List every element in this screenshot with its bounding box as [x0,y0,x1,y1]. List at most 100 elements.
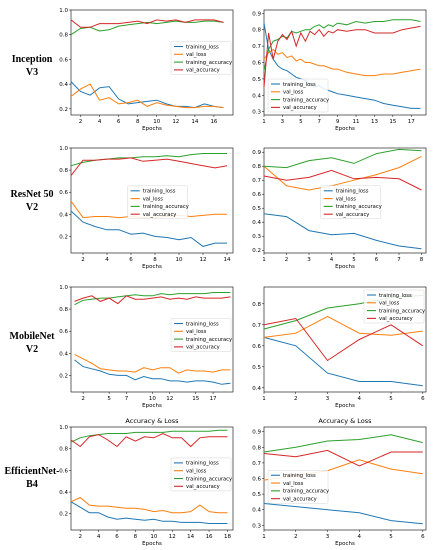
row-label-line-1: EfficientNet- [4,466,60,477]
y-tick-label: 0.6 [252,192,261,198]
legend-label: training_loss [336,189,369,195]
chart-panel-7: Accuracy & Loss 2 4 6 8 10 12 14 16 18 0.2 0.4 0.6 0.… [59,417,234,547]
series-line-val-accuracy [263,317,424,362]
series-line-training-loss [74,359,231,385]
legend: training_lossval_losstraining_accuracyva… [363,289,425,324]
y-tick-label: 0.7 [252,323,261,329]
legend-label: training_accuracy [186,60,232,66]
series-line-val-loss [74,353,231,374]
chart-panel-4: 1 2 3 4 5 6 7 8 0.2 0.3 0.4 0.5 0.6 0.7 0.8 0.9 Epochs tr… [252,147,427,270]
y-tick-label: 0.2 [59,512,68,518]
x-tick-label: 4 [97,534,101,540]
series-line-val-loss [70,496,228,514]
chart-panel-3: 2 4 6 8 10 12 14 0.2 0.4 0.6 0.8 1.0 Epochs training_… [59,146,234,270]
x-tick-label: 3 [326,534,330,540]
y-tick-label: 0.4 [252,386,261,392]
series-line-training-accuracy [74,292,231,306]
series-line-training-loss [263,213,422,250]
x-tick-label: 4 [105,257,109,263]
x-tick-label: 16 [210,119,217,125]
legend-label: training_loss [283,473,316,479]
row-label-line-2: V3 [25,67,39,78]
y-tick-label: 0.7 [252,178,261,184]
x-tick-label: 1 [262,534,266,540]
x-axis-label: Epochs [335,264,355,270]
chart-title: Accuracy & Loss [318,417,372,425]
x-tick-label: 10 [150,534,157,540]
series-line-val-loss [263,315,423,338]
x-tick-label: 15 [389,119,396,125]
y-tick-label: 0.5 [252,206,261,212]
x-tick-label: 15 [192,396,199,402]
x-tick-label: 2 [81,396,85,402]
y-tick-label: 0.4 [252,220,261,226]
legend-label: val_accuracy [336,212,370,218]
legend-box [267,78,329,113]
y-tick-label: 0.6 [59,468,68,474]
y-tick-label: 0.3 [252,234,261,240]
legend-box [320,185,381,220]
legend-label: training_accuracy [186,476,232,482]
y-tick-label: 0.4 [59,490,68,496]
row-label-efficientnet: EfficientNet- B4 [2,465,62,491]
legend-label: val_loss [283,90,304,96]
legend-label: training_accuracy [143,204,189,210]
series-line-val-loss [263,48,421,77]
legend-label: val_accuracy [283,496,317,502]
y-tick-label: 0.5 [252,365,261,371]
series-line-training-accuracy [263,19,421,71]
x-tick-label: 10 [153,119,160,125]
series-line-val-accuracy [74,295,231,305]
y-tick-label: 0.6 [59,329,68,335]
y-tick-label: 0.4 [252,93,261,99]
chart-panel-6: 1 2 3 4 5 6 0.4 0.5 0.6 0.7 0.8 Epochs training_loss… [252,286,427,409]
x-tick-label: 6 [129,257,133,263]
legend-label: val_accuracy [186,484,220,490]
chart-panel-2: 1 3 5 7 9 11 13 15 170.30.40.50.60.70.80.9Epochs… [252,9,427,132]
y-tick-label: 0.9 [252,430,261,436]
x-tick-label: 18 [224,534,231,540]
series-line-val-accuracy [263,25,421,88]
y-tick-label: 0.5 [252,492,261,498]
x-tick-label: 2 [79,119,83,125]
series-line-training-accuracy [263,148,422,169]
y-tick-label: 0.8 [252,445,261,451]
x-axis-label: Epochs [335,126,355,132]
legend-label: val_loss [143,196,164,202]
y-tick-label: 0.3 [252,110,261,116]
y-tick-label: 0.8 [252,164,261,170]
legend-label: training_accuracy [186,337,232,343]
y-tick-label: 0.8 [59,33,68,39]
legend-label: val_accuracy [186,345,220,351]
x-tick-label: 17 [408,119,415,125]
legend: training_lossval_losstraining_accuracyva… [267,470,329,504]
x-tick-label: 12 [200,257,207,263]
chart-panel-8: Accuracy & Loss 1 2 3 4 5 6 0.3 0.4 0.5 0.6 0.7 0.8 0… [252,417,427,547]
y-tick-label: 0.9 [252,11,261,17]
y-tick-label: 0.8 [59,307,68,313]
x-tick-label: 17 [210,396,217,402]
x-tick-label: 2 [78,534,82,540]
legend-label: training_accuracy [379,308,425,314]
x-tick-label: 12 [172,119,179,125]
y-tick-label: 0.6 [59,57,68,63]
x-tick-label: 12 [169,534,176,540]
legend-label: val_loss [186,469,207,475]
legend-label: training_loss [143,189,176,195]
y-tick-label: 0.2 [59,234,68,240]
legend: training_lossval_losstraining_accuracyva… [170,41,232,75]
series-line-val-accuracy [263,449,423,467]
x-tick-label: 5 [107,396,111,402]
legend: training_lossval_losstraining_accuracyva… [127,185,189,220]
row-label-line-1: MobileNet [9,331,55,342]
legend-box [127,185,188,220]
x-tick-label: 2 [285,257,289,263]
series-line-val-accuracy [70,157,228,176]
x-tick-label: 2 [81,257,85,263]
legend-label: val_loss [379,301,400,307]
y-tick-label: 1.0 [59,8,68,14]
x-tick-label: 4 [358,534,362,540]
x-tick-label: 10 [149,396,156,402]
x-tick-label: 14 [224,257,231,263]
